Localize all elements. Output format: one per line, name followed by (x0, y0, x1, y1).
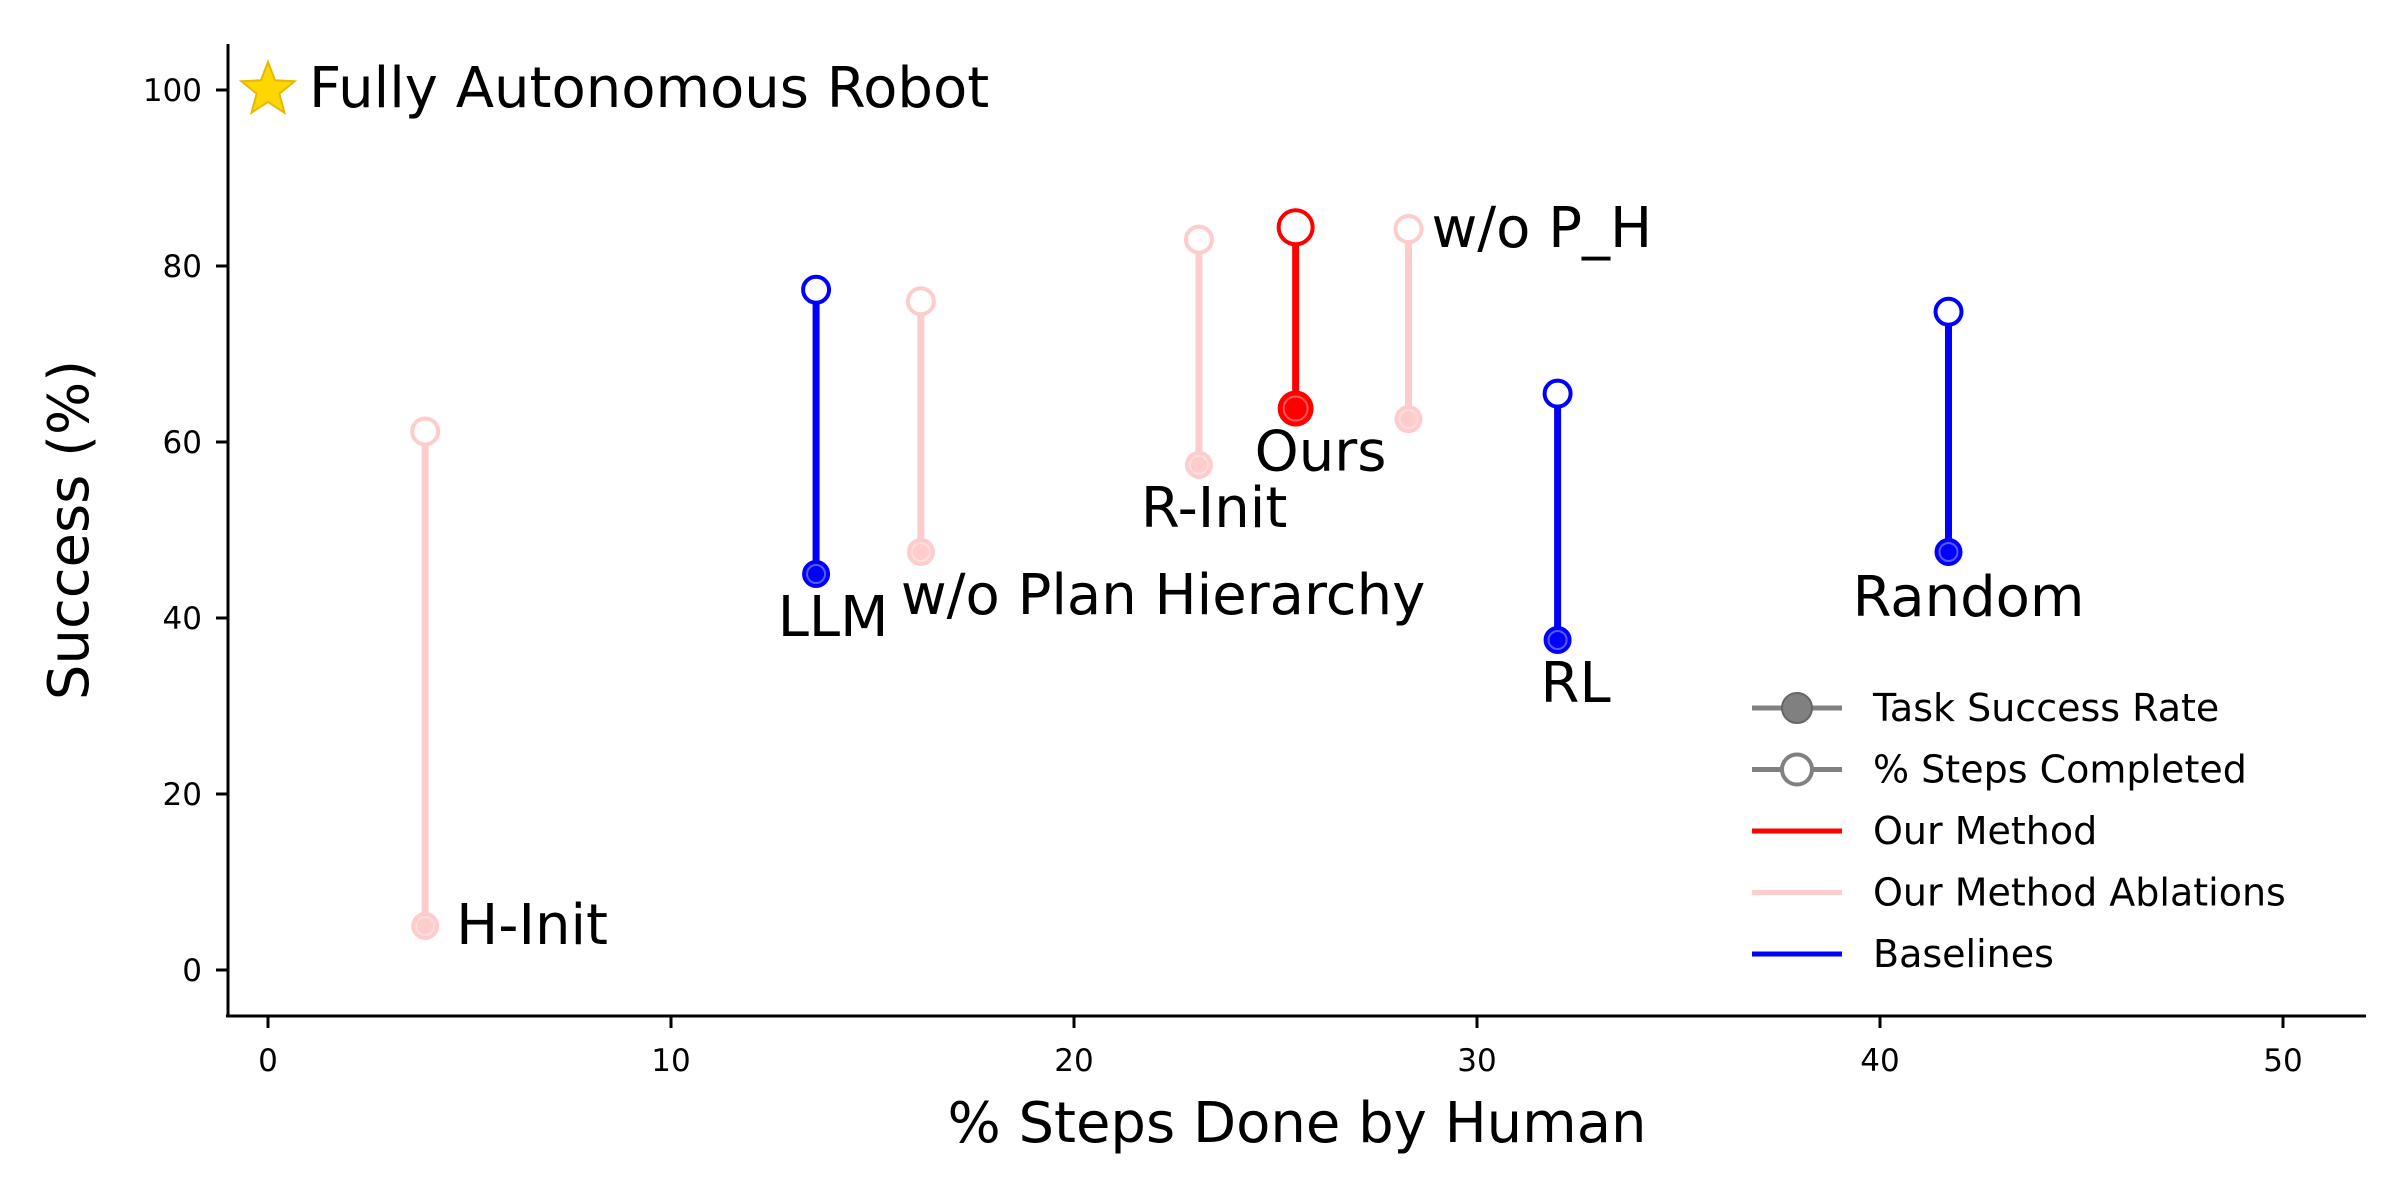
task-success-marker (1184, 450, 1213, 479)
legend-item: Our Method Ablations (1752, 871, 2286, 915)
task-success-marker-inner (806, 564, 827, 584)
y-tick-label: 20 (163, 777, 202, 813)
legend-label: Our Method Ablations (1873, 871, 2286, 915)
steps-completed-marker (1393, 214, 1424, 245)
steps-completed-marker (1933, 296, 1964, 327)
task-success-marker-inner (1188, 454, 1209, 475)
steps-completed-marker (905, 286, 936, 317)
x-tick-label: 10 (651, 1043, 690, 1079)
legend-item: Our Method (1752, 809, 2097, 853)
method-w-o-p-h: w/o P_H (1393, 196, 1652, 434)
star-icon (238, 59, 298, 115)
x-tick-label: 20 (1054, 1043, 1093, 1079)
y-tick-label: 0 (182, 953, 202, 989)
legend-item: % Steps Completed (1752, 748, 2247, 792)
task-success-marker-inner (415, 916, 436, 936)
task-success-marker (1277, 390, 1314, 427)
task-success-marker-inner (1282, 395, 1309, 422)
axes: 0 10 20 30 40 50 0 20 40 60 80 100 (143, 44, 2366, 1079)
y-ticks: 0 20 40 60 80 100 (143, 73, 228, 989)
legend-swatch-marker (1781, 692, 1813, 724)
y-tick-label: 100 (143, 73, 202, 109)
legend-swatch-marker (1780, 752, 1814, 787)
steps-completed-marker (1183, 224, 1214, 255)
legend-label: Baselines (1873, 932, 2054, 976)
reference-layer: Fully Autonomous Robot (238, 56, 989, 121)
x-tick-label: 30 (1457, 1043, 1496, 1079)
method-rl: RL (1541, 378, 1611, 716)
task-success-marker (1543, 626, 1572, 654)
method-llm: LLM (778, 274, 889, 650)
method-r-init: R-Init (1141, 224, 1287, 541)
legend-label: Our Method (1873, 809, 2097, 853)
y-tick-label: 80 (163, 249, 202, 285)
y-tick-label: 40 (163, 601, 202, 637)
method-label: Ours (1255, 420, 1387, 485)
task-success-marker (906, 538, 935, 566)
steps-completed-marker (801, 274, 832, 305)
task-success-marker (1934, 538, 1963, 566)
y-axis-title: Success (%) (37, 360, 102, 700)
x-tick-label: 0 (258, 1043, 278, 1079)
steps-completed-marker (1542, 378, 1573, 409)
method-label: LLM (778, 585, 889, 650)
reference-label: Fully Autonomous Robot (309, 56, 989, 121)
legend-label: Task Success Rate (1872, 686, 2219, 730)
method-label: H-Init (456, 893, 608, 958)
steps-completed-marker (410, 416, 441, 447)
method-random: Random (1853, 296, 2085, 630)
method-label: w/o Plan Hierarchy (901, 563, 1425, 628)
task-success-marker (802, 560, 831, 588)
method-label: Random (1853, 565, 2085, 630)
task-success-marker-inner (910, 542, 931, 562)
y-tick-label: 60 (163, 425, 202, 461)
legend-item: Task Success Rate (1752, 686, 2219, 730)
x-ticks: 0 10 20 30 40 50 (258, 1016, 2303, 1079)
method-label: RL (1541, 651, 1611, 716)
x-axis-title: % Steps Done by Human (947, 1091, 1646, 1156)
task-success-marker (411, 912, 440, 940)
task-success-marker-inner (1547, 630, 1568, 650)
method-label: w/o P_H (1431, 196, 1652, 261)
legend-label: % Steps Completed (1873, 748, 2247, 792)
task-success-marker-inner (1938, 542, 1959, 562)
x-tick-label: 50 (2263, 1043, 2302, 1079)
method-ours: Ours (1255, 208, 1387, 485)
steps-completed-marker (1276, 208, 1315, 247)
legend-item: Baselines (1752, 932, 2054, 976)
task-success-marker (1394, 405, 1423, 434)
legend: Task Success Rate % Steps Completed Our Me… (1752, 686, 2286, 976)
method-w-o-plan-hierarchy: w/o Plan Hierarchy (901, 286, 1425, 628)
x-tick-label: 40 (1860, 1043, 1899, 1079)
series-layer: w/o P_H R-Init w/o Plan Hierarchy H-Init LLM… (410, 196, 2085, 958)
method-label: R-Init (1141, 476, 1287, 541)
method-h-init: H-Init (410, 416, 608, 958)
task-success-marker-inner (1398, 409, 1419, 430)
